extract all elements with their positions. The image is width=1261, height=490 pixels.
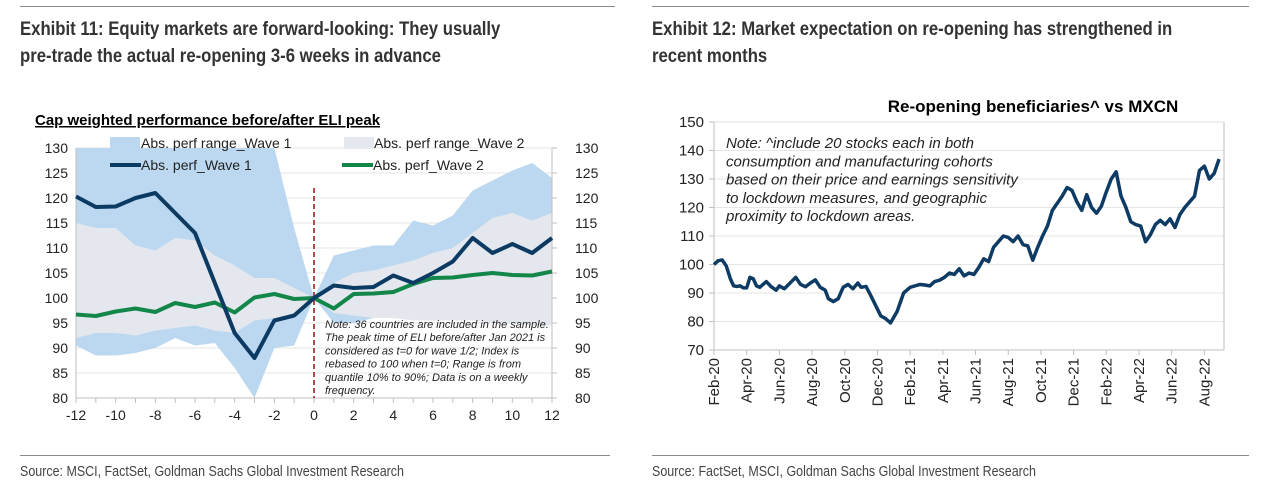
y-tick-label-right: 130 — [575, 140, 599, 156]
chart-note-line: quantile 10% to 90%; Data is on a weekly — [325, 372, 529, 384]
chart-note-line: Note: 36 countries are included in the s… — [325, 319, 549, 331]
y-tick-label-left: 85 — [52, 365, 68, 381]
chart-note-line: considered as t=0 for wave 1/2; Index is — [325, 345, 520, 357]
chart-note-line: Note: ^include 20 stocks each in both — [726, 135, 974, 152]
y-tick-label-right: 85 — [575, 365, 591, 381]
x-tick-label: 0 — [310, 407, 318, 423]
y-tick-label: 140 — [679, 143, 704, 160]
exhibit-12-panel: Exhibit 12: Market expectation on re-ope… — [640, 0, 1261, 490]
y-tick-label: 130 — [679, 171, 704, 188]
x-tick-label: Aug-21 — [1000, 358, 1017, 406]
exhibit-12-chart: Re-opening beneficiaries^ vs MXCN 150 140… — [679, 97, 1225, 406]
top-divider — [20, 6, 615, 7]
y-tick-label: 120 — [679, 200, 704, 217]
chart-note-line: proximity to lockdown areas. — [725, 208, 915, 225]
exhibit-12-title-line2: recent months — [652, 46, 768, 67]
y-tick-label: 80 — [687, 314, 704, 331]
y-tick-label-left: 130 — [45, 140, 69, 156]
y-tick-label-right: 125 — [575, 165, 599, 181]
x-tick-label: Feb-20 — [706, 358, 723, 406]
chart-note-line: frequency. — [325, 385, 376, 397]
y-tick-label-left: 90 — [52, 340, 68, 356]
exhibit-11-chart: Cap weighted performance before/after EL… — [35, 112, 599, 423]
top-divider — [652, 6, 1249, 7]
x-tick-label: 10 — [505, 407, 521, 423]
chart-note-line: The peak time of ELI before/after Jan 20… — [325, 332, 546, 344]
x-tick-label: Apr-20 — [739, 358, 756, 403]
legend-label-wave2-range: Abs. perf range_Wave 2 — [374, 135, 525, 151]
y-tick-label-right: 110 — [575, 240, 598, 256]
x-tick-label: Feb-22 — [1098, 358, 1115, 406]
legend-label-wave1-range: Abs. perf range_Wave 1 — [141, 135, 292, 151]
y-tick-label-left: 95 — [52, 315, 68, 331]
chart-note-line: based on their price and earnings sensit… — [726, 172, 1019, 189]
x-tick-label: -10 — [106, 407, 126, 423]
bottom-divider — [652, 455, 1249, 456]
y-tick-label-left: 105 — [45, 265, 69, 281]
y-tick-label-right: 120 — [575, 190, 599, 206]
x-tick-label: Oct-20 — [837, 358, 854, 403]
x-tick-label: 4 — [389, 407, 397, 423]
x-tick-label: Apr-21 — [935, 358, 952, 403]
y-tick-label: 150 — [679, 114, 704, 131]
legend-label-wave1-line: Abs. perf_Wave 1 — [141, 157, 252, 173]
exhibit-11-panel: Exhibit 11: Equity markets are forward-l… — [0, 0, 630, 490]
y-tick-label-right: 90 — [575, 340, 591, 356]
y-tick-label-left: 80 — [52, 390, 68, 406]
x-tick-label: Oct-21 — [1033, 358, 1050, 403]
y-tick-label-right: 80 — [575, 390, 591, 406]
x-tick-label: -2 — [268, 407, 281, 423]
wave1-range-area — [76, 148, 552, 398]
x-tick-label: Jun-22 — [1164, 358, 1181, 404]
x-tick-label: Jun-21 — [968, 358, 985, 404]
y-tick-label-right: 95 — [575, 315, 591, 331]
y-tick-label: 70 — [687, 342, 704, 359]
reopening-vs-mxcn-line — [712, 158, 1221, 325]
bottom-divider — [20, 455, 610, 456]
legend-swatch-wave1-range — [110, 137, 140, 149]
y-tick-label-left: 120 — [45, 190, 69, 206]
x-tick-label: 2 — [350, 407, 358, 423]
y-tick-label: 100 — [679, 257, 704, 274]
y-tick-label-right: 100 — [575, 290, 599, 306]
x-tick-label: Apr-22 — [1131, 358, 1148, 403]
x-tick-label: 12 — [544, 407, 560, 423]
chart-note-line: to lockdown measures, and geographic — [726, 190, 987, 207]
chart-title: Re-opening beneficiaries^ vs MXCN — [888, 97, 1179, 116]
chart-note-line: consumption and manufacturing cohorts — [726, 153, 993, 170]
x-tick-label: -12 — [66, 407, 86, 423]
x-tick-label: -4 — [228, 407, 241, 423]
x-tick-label: Dec-21 — [1066, 358, 1083, 406]
x-tick-label: Jun-20 — [771, 358, 788, 404]
x-tick-label: Aug-20 — [804, 358, 821, 406]
x-tick-label: Aug-22 — [1196, 358, 1213, 406]
x-tick-label: 6 — [429, 407, 437, 423]
chart-note-line: rebased to 100 when t=0; Range is from — [325, 359, 521, 371]
exhibit-12-source: Source: FactSet, MSCI, Goldman Sachs Glo… — [652, 464, 1036, 480]
x-tick-label: -6 — [189, 407, 202, 423]
legend-label-wave2-line: Abs. perf_Wave 2 — [373, 157, 484, 173]
wave1-line — [75, 191, 554, 360]
exhibit-11-source: Source: MSCI, FactSet, Goldman Sachs Glo… — [20, 464, 404, 480]
x-tick-label: Dec-20 — [869, 358, 886, 406]
x-tick-label: Feb-21 — [902, 358, 919, 406]
exhibit-12-title-line1: Exhibit 12: Market expectation on re-ope… — [652, 19, 1173, 40]
y-tick-label-left: 115 — [46, 215, 69, 231]
legend-swatch-wave2-range — [344, 137, 374, 149]
y-tick-label-right: 105 — [575, 265, 599, 281]
y-tick-label-left: 100 — [45, 290, 69, 306]
y-tick-label-left: 110 — [46, 240, 69, 256]
chart-title: Cap weighted performance before/after EL… — [35, 112, 381, 129]
y-tick-label: 110 — [680, 228, 704, 245]
x-tick-label: 8 — [469, 407, 477, 423]
exhibit-11-title-line1: Exhibit 11: Equity markets are forward-l… — [20, 19, 501, 40]
y-tick-label-right: 115 — [575, 215, 598, 231]
exhibit-11-title-line2: pre-trade the actual re-opening 3-6 week… — [20, 46, 441, 67]
y-tick-label-left: 125 — [45, 165, 69, 181]
y-tick-label: 90 — [687, 285, 704, 302]
x-tick-label: -8 — [149, 407, 162, 423]
